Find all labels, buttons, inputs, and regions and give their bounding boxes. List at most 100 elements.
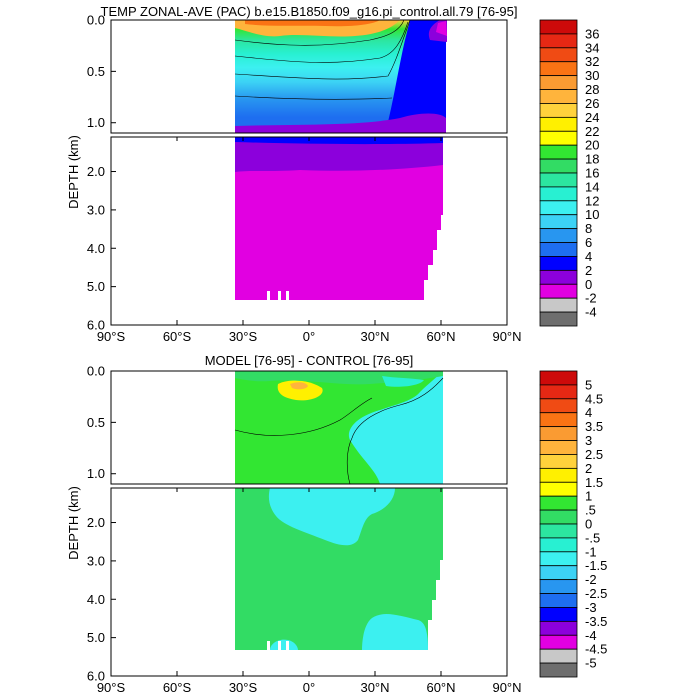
colorbar-swatch bbox=[539, 200, 578, 216]
x-tick-label: 30°N bbox=[360, 680, 389, 695]
slight-cooling-region-north bbox=[348, 371, 443, 484]
x-tick-label: 60°N bbox=[426, 329, 455, 344]
x-axis-ticks: 90°S 60°S 30°S 0° 30°N 60°N 90°N bbox=[97, 137, 522, 344]
seamount-gap bbox=[278, 291, 281, 300]
colorbar-swatch bbox=[539, 33, 578, 49]
colorbar-swatch bbox=[539, 19, 578, 35]
seamount-gap bbox=[286, 641, 289, 650]
colorbar-swatch bbox=[539, 634, 578, 650]
colorbar-label: -3 bbox=[585, 600, 597, 615]
colorbar-label: 6 bbox=[585, 235, 592, 250]
colorbar-label: 5 bbox=[585, 377, 592, 392]
colorbar-swatch bbox=[539, 384, 578, 400]
colorbar-label: .5 bbox=[585, 503, 596, 518]
x-tick-label: 30°N bbox=[360, 329, 389, 344]
colorbar-label: 30 bbox=[585, 68, 599, 83]
colorbar-swatch bbox=[539, 256, 578, 271]
colorbar-swatch bbox=[539, 607, 578, 622]
difference-contour bbox=[346, 377, 444, 484]
seamount-gap bbox=[267, 641, 270, 650]
colorbar-swatch bbox=[539, 509, 578, 525]
colorbar-label: -5 bbox=[585, 656, 597, 671]
x-tick-label: 60°S bbox=[163, 680, 192, 695]
colorbar-label: 4 bbox=[585, 249, 592, 264]
abyssal-cooling-region-east bbox=[362, 614, 428, 650]
colorbar-swatch bbox=[539, 61, 578, 77]
colorbar-swatch bbox=[539, 103, 578, 118]
upper-plot-frame bbox=[110, 370, 508, 485]
abyssal-cooling-region-west bbox=[270, 639, 298, 650]
x-tick-label: 90°N bbox=[492, 329, 521, 344]
colorbar-label: 28 bbox=[585, 82, 599, 97]
isotherm-line bbox=[234, 21, 409, 63]
difference-panel: MODEL [76-95] - CONTROL [76-95] DEPTH (k… bbox=[66, 353, 607, 695]
colorbar-swatch bbox=[539, 116, 578, 132]
y-tick-label: 6.0 bbox=[87, 318, 105, 333]
y-axis-label: DEPTH (km) bbox=[66, 135, 81, 209]
intermediate-blue-strip bbox=[235, 137, 443, 145]
colorbar-swatch bbox=[539, 412, 578, 428]
upper-plot-frame bbox=[110, 19, 508, 134]
surface-mixed-cyan-patch bbox=[382, 376, 424, 387]
colorbar-label: 1.5 bbox=[585, 475, 603, 490]
y-axis-ticks: 0.0 0.5 1.0 2.0 3.0 4.0 5.0 6.0 bbox=[87, 13, 116, 333]
difference-contour bbox=[234, 397, 373, 436]
warming-orange-core bbox=[290, 382, 308, 390]
colorbar-swatch bbox=[539, 537, 578, 553]
northern-cold-water-region bbox=[385, 20, 446, 133]
y-tick-label: 5.0 bbox=[87, 279, 105, 294]
colorbar-swatch bbox=[539, 130, 578, 146]
panel-title: MODEL [76-95] - CONTROL [76-95] bbox=[205, 353, 414, 368]
x-axis-ticks: 90°S 60°S 30°S 0° 30°N 60°N 90°N bbox=[97, 488, 522, 695]
y-tick-label: 2.0 bbox=[87, 164, 105, 179]
colorbar-label: 4 bbox=[585, 405, 592, 420]
colorbar-label: -2 bbox=[585, 572, 597, 587]
colorbar-label: 2 bbox=[585, 263, 592, 278]
temperature-upper-field bbox=[234, 20, 447, 133]
difference-upper-field bbox=[234, 371, 444, 484]
colorbar-swatch bbox=[539, 311, 578, 327]
x-tick-label: 90°S bbox=[97, 329, 126, 344]
colorbar-label: -1 bbox=[585, 544, 597, 559]
colorbar-swatch bbox=[539, 214, 578, 230]
colorbar-label: -.5 bbox=[585, 530, 600, 545]
colorbar-label: 32 bbox=[585, 54, 599, 69]
colorbar-label: 1 bbox=[585, 489, 592, 504]
colorbar-swatch bbox=[539, 283, 578, 299]
colorbar-swatch bbox=[539, 75, 578, 90]
y-tick-label: 6.0 bbox=[87, 669, 105, 684]
colorbar-label: 16 bbox=[585, 166, 599, 181]
colorbar-label: -2.5 bbox=[585, 586, 607, 601]
isotherm-line bbox=[234, 20, 405, 46]
isotherm-line bbox=[234, 20, 411, 80]
temperature-lower-field bbox=[235, 137, 443, 300]
colorbar-swatch bbox=[539, 648, 578, 664]
colorbar-swatch bbox=[539, 242, 578, 257]
seamount-gap bbox=[286, 291, 289, 300]
colorbar-label: 36 bbox=[585, 26, 599, 41]
colorbar-swatch bbox=[539, 158, 578, 174]
colorbar-swatch bbox=[539, 89, 578, 104]
colorbar-swatch bbox=[539, 47, 578, 63]
y-tick-label: 2.0 bbox=[87, 515, 105, 530]
colorbar-swatch bbox=[539, 454, 578, 469]
colorbar-label: 22 bbox=[585, 124, 599, 139]
y-tick-label: 0.5 bbox=[87, 64, 105, 79]
colorbar-swatch bbox=[539, 620, 578, 636]
colorbar-swatch bbox=[539, 440, 578, 455]
y-tick-label: 4.0 bbox=[87, 241, 105, 256]
colorbar-label: 18 bbox=[585, 152, 599, 167]
seamount-gap bbox=[278, 641, 281, 650]
deep-cold-water-region bbox=[235, 137, 443, 300]
colorbar-label: -2 bbox=[585, 291, 597, 306]
colorbar-swatch bbox=[539, 370, 578, 386]
y-axis-label: DEPTH (km) bbox=[66, 486, 81, 560]
difference-lower-field bbox=[235, 488, 443, 650]
y-tick-label: 4.0 bbox=[87, 592, 105, 607]
colorbar-swatch bbox=[539, 551, 578, 567]
y-tick-label: 3.0 bbox=[87, 553, 105, 568]
colorbar-label: 2 bbox=[585, 461, 592, 476]
temperature-panel: TEMP ZONAL-AVE (PAC) b.e15.B1850.f09_g16… bbox=[66, 4, 599, 344]
y-axis-ticks: 0.0 0.5 1.0 2.0 3.0 4.0 5.0 6.0 bbox=[87, 364, 116, 684]
x-tick-label: 90°N bbox=[492, 680, 521, 695]
